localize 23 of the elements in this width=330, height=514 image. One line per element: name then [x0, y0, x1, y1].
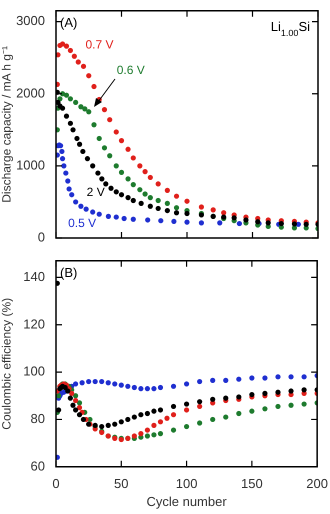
annotation: (B): [60, 264, 78, 280]
y-axis-title: Discharge capacity / mA h g⁻¹: [0, 46, 14, 203]
series-label: 0.5 V: [68, 216, 96, 230]
y-tick-label: 60: [30, 458, 45, 474]
text: 0.6 V: [116, 62, 145, 77]
x-tick-label: 50: [114, 476, 129, 492]
y-tick-label: 100: [23, 364, 45, 379]
x-tick-label: 150: [241, 476, 263, 492]
y-tick-label: 0: [38, 230, 45, 245]
annotation: (A): [60, 14, 78, 30]
x-axis-title: Cycle number: [146, 494, 228, 509]
series-label: 0.7 V: [86, 37, 114, 52]
series-label: 2 V: [86, 184, 105, 199]
y-tick-label: 2000: [16, 85, 45, 100]
y-tick-label: 120: [23, 316, 45, 332]
y-tick-label: 1000: [16, 157, 45, 172]
y-tick-label: 80: [30, 411, 45, 426]
y-axis-title: Coulombic efficiency (%): [0, 298, 14, 430]
x-tick-label: 200: [306, 476, 328, 492]
y-tick-label: 140: [23, 268, 45, 284]
y-tick-label: 3000: [16, 13, 45, 28]
x-tick-label: 100: [176, 476, 198, 492]
x-tick-label: 0: [52, 476, 60, 492]
